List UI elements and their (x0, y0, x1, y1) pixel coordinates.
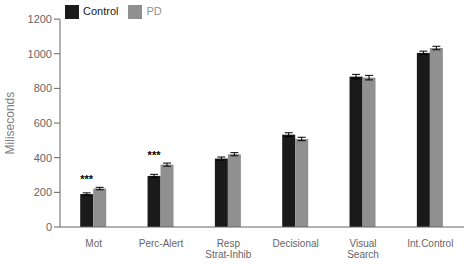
svg-text:Mot: Mot (85, 238, 102, 249)
svg-text:Miliseconds: Miliseconds (8, 92, 17, 155)
html-text:Control: Control (83, 5, 119, 17)
svg-text:1000: 1000 (28, 48, 52, 60)
html-text:PD: PD (146, 5, 162, 17)
svg-text:***: *** (80, 173, 94, 185)
svg-text:Int.Control: Int.Control (407, 238, 453, 249)
svg-text:Perc-Alert: Perc-Alert (139, 238, 184, 249)
svg-text:0: 0 (46, 221, 52, 233)
svg-text:Decisional: Decisional (273, 238, 319, 249)
svg-text:VisualSearch: VisualSearch (347, 238, 379, 260)
svg-text:RespStrat-Inhib: RespStrat-Inhib (205, 238, 252, 260)
svg-text:800: 800 (34, 82, 52, 94)
svg-text:***: *** (148, 149, 162, 161)
svg-text:600: 600 (34, 117, 52, 129)
svg-text:200: 200 (34, 186, 52, 198)
svg-text:400: 400 (34, 152, 52, 164)
svg-text:1200: 1200 (28, 13, 52, 25)
